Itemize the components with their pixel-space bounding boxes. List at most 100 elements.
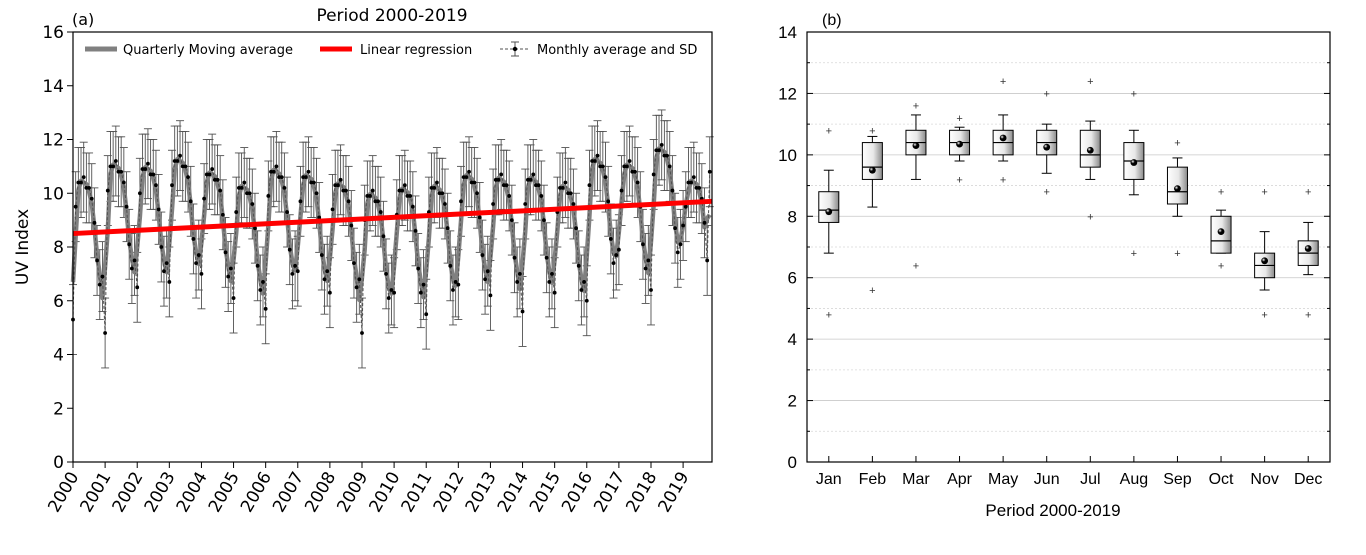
monthly-average-point [279, 175, 284, 180]
monthly-average-point [595, 153, 600, 158]
box-outlier: + [1218, 260, 1224, 272]
monthly-average-point [194, 261, 198, 266]
monthly-average-point [352, 261, 356, 266]
monthly-average-point [303, 175, 308, 180]
monthly-average-point [298, 199, 303, 204]
box-iqr [818, 191, 840, 223]
monthly-average-point [269, 169, 273, 174]
monthly-average-point [694, 185, 699, 190]
panel-a-x-tick-label: 2003 [141, 469, 180, 516]
monthly-average-point [151, 172, 156, 177]
panel-b-x-tick-label: Jul [1080, 471, 1100, 488]
monthly-average-point [293, 263, 297, 268]
monthly-average-point [186, 175, 190, 180]
monthly-average-point [306, 169, 311, 174]
monthly-average-point [461, 175, 466, 180]
monthly-average-point [242, 180, 247, 185]
monthly-average-point [116, 169, 121, 174]
monthly-average-point [542, 218, 546, 223]
monthly-average-point [330, 207, 335, 212]
box-mar: ++ [905, 101, 927, 272]
monthly-average-point [180, 164, 185, 169]
monthly-average-point [333, 183, 338, 188]
panel-b-x-tick-label: Mar [902, 471, 930, 488]
monthly-average-point [365, 194, 370, 198]
monthly-average-point [113, 159, 118, 163]
monthly-average-point [574, 226, 578, 231]
box-may: ++ [992, 76, 1014, 186]
monthly-average-point [402, 183, 407, 188]
monthly-average-point [397, 188, 402, 193]
monthly-average-point [408, 194, 413, 198]
legend-regression-label: Linear regression [360, 43, 472, 58]
monthly-average-point [349, 223, 354, 228]
monthly-average-point [89, 196, 94, 201]
monthly-average-point [97, 282, 102, 287]
box-oct: ++ [1210, 187, 1232, 272]
monthly-average-point [392, 290, 397, 295]
box-outlier: + [1043, 187, 1049, 199]
monthly-average-point [258, 288, 263, 292]
monthly-average-point [443, 202, 447, 206]
monthly-average-point [274, 164, 279, 169]
box-outlier: + [869, 125, 875, 137]
monthly-average-point [568, 191, 573, 196]
monthly-average-point [360, 331, 364, 335]
monthly-average-point [525, 177, 530, 182]
monthly-average-point [600, 164, 605, 169]
monthly-average-point [103, 331, 108, 335]
panel-a-x-tick-label: 2004 [173, 469, 212, 516]
monthly-average-point [488, 293, 493, 298]
box-outlier: + [913, 101, 919, 113]
monthly-average-point [175, 159, 180, 163]
box-outlier: + [1087, 76, 1093, 88]
monthly-average-point [129, 266, 134, 271]
panel-b-x-tick-label: Nov [1250, 471, 1278, 488]
monthly-average-point [282, 185, 287, 190]
monthly-average-point [426, 210, 431, 214]
panel-a-x-tick-label: 2014 [494, 469, 533, 516]
monthly-average-point [670, 188, 675, 193]
box-apr: ++ [949, 113, 971, 186]
monthly-average-point [167, 280, 172, 284]
panel-a-y-tick-label: 16 [42, 23, 64, 43]
monthly-average-point [547, 280, 552, 284]
monthly-average-point [172, 159, 177, 163]
monthly-average-point [678, 242, 683, 247]
monthly-average-point [485, 269, 490, 274]
monthly-average-point [507, 194, 512, 198]
monthly-average-point [253, 226, 257, 231]
panel-a-y-tick-label: 4 [53, 346, 64, 366]
monthly-average-point [689, 180, 694, 185]
box-outlier: + [1131, 248, 1137, 260]
monthly-average-point [309, 180, 314, 185]
monthly-average-point [480, 253, 485, 257]
monthly-average-point [389, 288, 394, 292]
panel-b-y-tick-label: 12 [778, 84, 797, 103]
monthly-average-point [509, 218, 514, 223]
monthly-average-point [673, 226, 677, 231]
panel-a-y-ticks: 0 2 4 6 8 10 12 14 16 [42, 23, 73, 473]
monthly-average-point [477, 215, 482, 220]
monthly-average-point [84, 185, 89, 190]
monthly-average-point [702, 220, 707, 225]
monthly-average-point [662, 153, 667, 158]
monthly-average-point [370, 188, 375, 193]
panel-a: (a) Period 2000-2019 UV Index 0 2 4 6 8 10 12 1… [13, 6, 714, 516]
monthly-average-point [584, 298, 589, 303]
box-mean [1261, 257, 1269, 265]
monthly-average-point [368, 194, 372, 198]
monthly-average-point [635, 180, 640, 185]
monthly-average-point [354, 285, 359, 290]
monthly-average-point [223, 250, 228, 255]
monthly-average-point [183, 164, 188, 169]
box-sep: ++ [1166, 138, 1188, 260]
monthly-average-point [649, 288, 653, 292]
box-mean [1174, 185, 1181, 193]
panel-a-x-tick-label: 2017 [590, 469, 629, 516]
box-feb: ++ [861, 125, 883, 297]
monthly-average-point [651, 172, 656, 177]
monthly-average-point [641, 242, 645, 247]
monthly-average-point [285, 210, 289, 214]
panel-a-x-ticks: 2000200120022003200420052006200720082009… [44, 462, 693, 516]
